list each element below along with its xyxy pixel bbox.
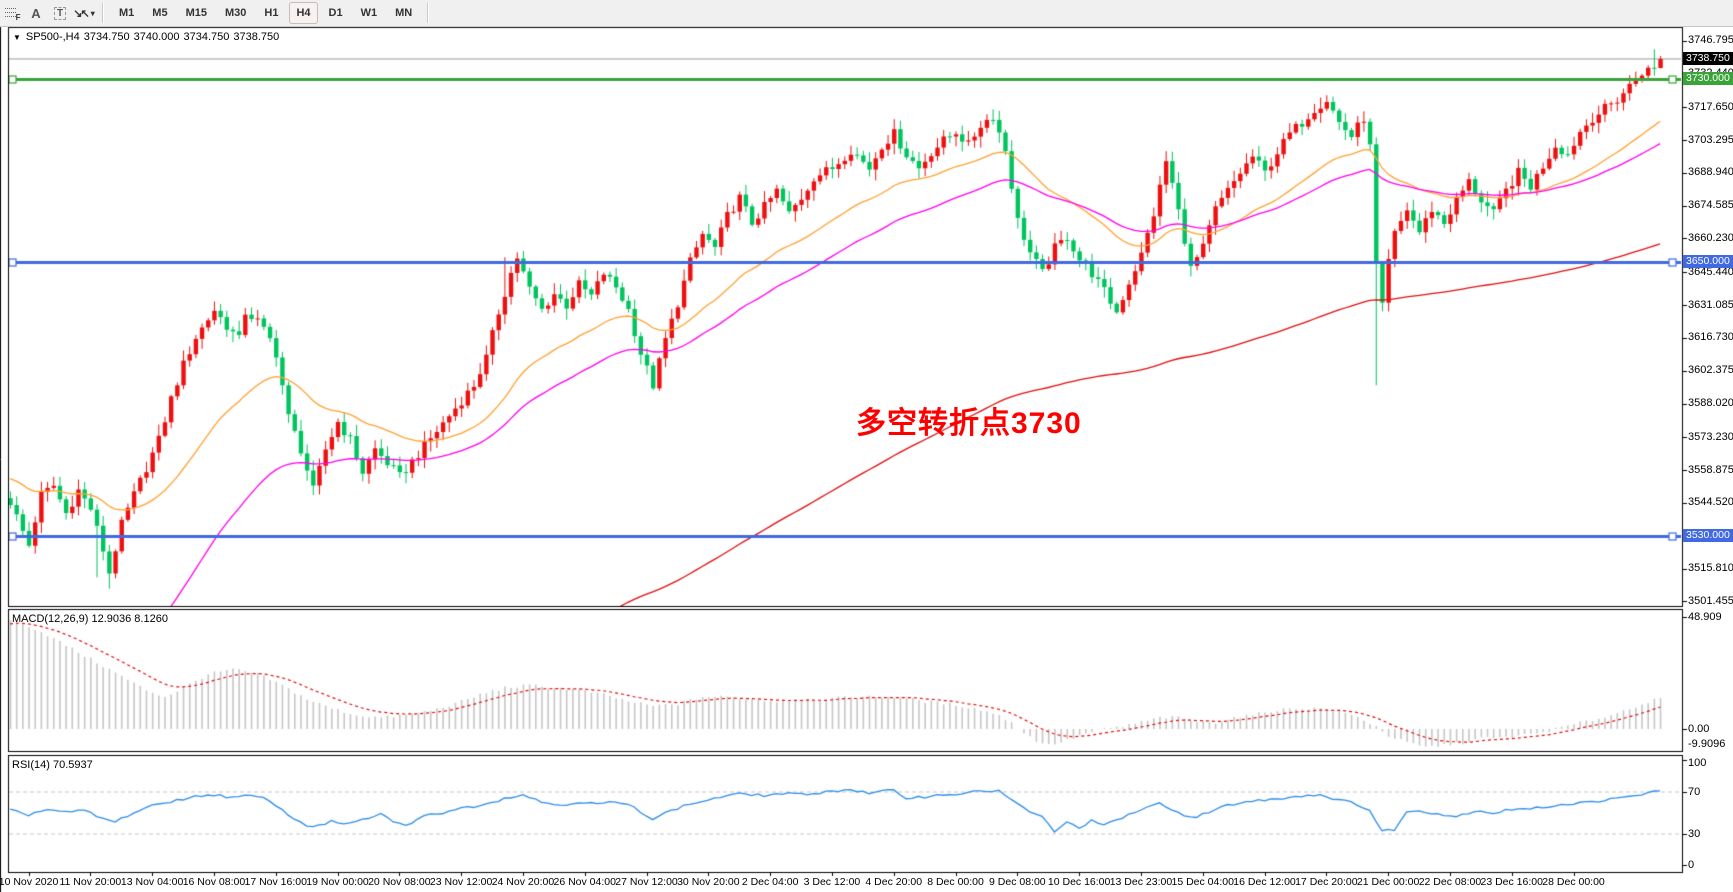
time-axis-label: 11 Nov 20:00 <box>59 876 122 888</box>
timeframe-button-h1[interactable]: H1 <box>264 7 279 19</box>
fibonacci-tool-button[interactable]: F <box>1 2 23 24</box>
price-axis-tick: 3558.875 <box>1688 463 1733 476</box>
timeframe-button-mn[interactable]: MN <box>395 7 413 19</box>
rsi-axis-tick: 100 <box>1688 757 1707 769</box>
macd-axis-tick: 48.909 <box>1688 610 1722 623</box>
time-axis-label: 13 Dec 23:00 <box>1109 876 1173 888</box>
time-axis-label: 27 Nov 12:00 <box>615 876 678 888</box>
timeframe-button-d1[interactable]: D1 <box>328 7 343 19</box>
time-axis-label: 4 Dec 20:00 <box>865 876 923 888</box>
time-axis-label: 17 Nov 16:00 <box>244 876 307 888</box>
text-tool-icon: T <box>53 6 67 20</box>
time-axis-label: 19 Nov 00:00 <box>306 876 369 888</box>
symbol-dropdown-icon[interactable]: ▼ <box>13 32 21 42</box>
timeframe-button-h4[interactable]: H4 <box>289 2 318 24</box>
time-axis-label: 10 Dec 16:00 <box>1047 876 1111 888</box>
time-axis-label: 8 Dec 00:00 <box>927 876 984 888</box>
timeframe-button-m30[interactable]: M30 <box>224 7 247 19</box>
time-axis-label: 17 Dec 20:00 <box>1295 876 1358 888</box>
current-price-badge: 3738.750 <box>1683 51 1733 65</box>
price-axis-tick: 3501.455 <box>1688 594 1733 607</box>
price-line-badge: 3530.000 <box>1683 529 1733 543</box>
chart-ohlc-header: ▼ SP500-,H4 3734.750 3740.000 3734.750 3… <box>13 31 283 43</box>
open-value: 3734.750 <box>83 31 130 43</box>
timeframe-group: M1 M5 M15 M30 H1 H4 D1 W1 MN <box>110 2 421 24</box>
time-axis-label: 26 Nov 04:00 <box>553 876 616 888</box>
close-value: 3738.750 <box>233 31 280 43</box>
annotation-text[interactable]: 多空转折点3730 <box>856 407 1082 440</box>
time-axis-label: 9 Dec 08:00 <box>989 876 1046 888</box>
price-axis-tick: 3616.730 <box>1688 331 1733 344</box>
low-value: 3734.750 <box>183 31 230 43</box>
toolbar-separator <box>102 3 104 23</box>
price-axis-tick: 3746.795 <box>1688 34 1733 47</box>
rsi-axis-tick: 0 <box>1688 859 1695 871</box>
arrows-tool-button[interactable]: ↘↖ ▾ <box>73 2 95 24</box>
price-axis-tick: 3602.375 <box>1688 364 1733 377</box>
time-axis-label: 24 Nov 20:00 <box>491 876 555 888</box>
time-axis-label: 16 Nov 08:00 <box>182 876 246 888</box>
price-axis-tick: 3645.440 <box>1688 265 1733 278</box>
time-axis-label: 23 Dec 16:00 <box>1480 876 1543 888</box>
time-axis-label: 28 Dec 00:00 <box>1542 876 1605 888</box>
time-axis-label: 15 Dec 04:00 <box>1171 876 1234 888</box>
timeframe-button-m5[interactable]: M5 <box>152 7 168 19</box>
time-axis-label: 23 Nov 12:00 <box>429 876 493 888</box>
rsi-axis-tick: 70 <box>1688 785 1701 798</box>
macd-axis-tick: -9.9096 <box>1688 738 1726 750</box>
price-axis-tick: 3515.810 <box>1688 562 1733 575</box>
time-axis-label: 10 Nov 2020 <box>0 876 59 888</box>
time-axis-label: 2 Dec 04:00 <box>741 876 799 888</box>
text-tool-button[interactable]: T <box>49 2 71 24</box>
price-axis-tick: 3703.295 <box>1688 133 1733 146</box>
time-axis-label: 22 Dec 08:00 <box>1418 876 1482 888</box>
time-axis-label: 21 Dec 00:00 <box>1356 876 1420 888</box>
macd-axis-tick: 0.00 <box>1688 723 1710 735</box>
price-axis-tick: 3573.230 <box>1688 430 1733 443</box>
chevron-down-icon: ▾ <box>90 8 95 18</box>
time-axis-label: 16 Dec 12:00 <box>1233 876 1296 888</box>
time-axis-label: 13 Nov 04:00 <box>120 876 184 888</box>
arrows-icon: ↘↖ <box>73 7 90 20</box>
price-axis-tick: 3717.650 <box>1688 100 1733 113</box>
rsi-axis-tick: 30 <box>1688 827 1701 840</box>
time-axis-label: 30 Nov 20:00 <box>677 876 740 888</box>
price-line-badge: 3730.000 <box>1683 71 1733 85</box>
price-axis-tick: 3544.520 <box>1688 496 1733 509</box>
text-label-tool-button[interactable]: A <box>25 2 47 24</box>
toolbar: F A T ↘↖ ▾ M1 M5 M15 M30 H1 H4 D1 W1 MN <box>0 0 1733 27</box>
high-value: 3740.000 <box>133 31 180 43</box>
timeframe-button-w1[interactable]: W1 <box>360 7 378 19</box>
timeframe-button-m1[interactable]: M1 <box>119 7 135 19</box>
price-axis-tick: 3688.940 <box>1688 166 1733 179</box>
timeframe-button-m15[interactable]: M15 <box>185 7 207 19</box>
price-axis-tick: 3631.085 <box>1688 298 1733 311</box>
text-label-icon: A <box>31 5 41 21</box>
rsi-indicator-label: RSI(14) 70.5937 <box>12 759 93 771</box>
macd-indicator-label: MACD(12,26,9) 12.9036 8.1260 <box>12 613 168 625</box>
time-axis-label: 20 Nov 08:00 <box>368 876 431 888</box>
price-line-badge: 3650.000 <box>1683 254 1733 268</box>
fibonacci-icon: F <box>4 7 21 22</box>
toolbar-separator <box>427 3 430 23</box>
time-axis-label: 3 Dec 12:00 <box>803 876 861 888</box>
price-axis-tick: 3660.230 <box>1688 231 1733 244</box>
price-axis-tick: 3674.585 <box>1688 199 1733 212</box>
price-axis-tick: 3588.020 <box>1688 397 1733 410</box>
symbol-period-label: SP500-,H4 <box>25 31 80 43</box>
